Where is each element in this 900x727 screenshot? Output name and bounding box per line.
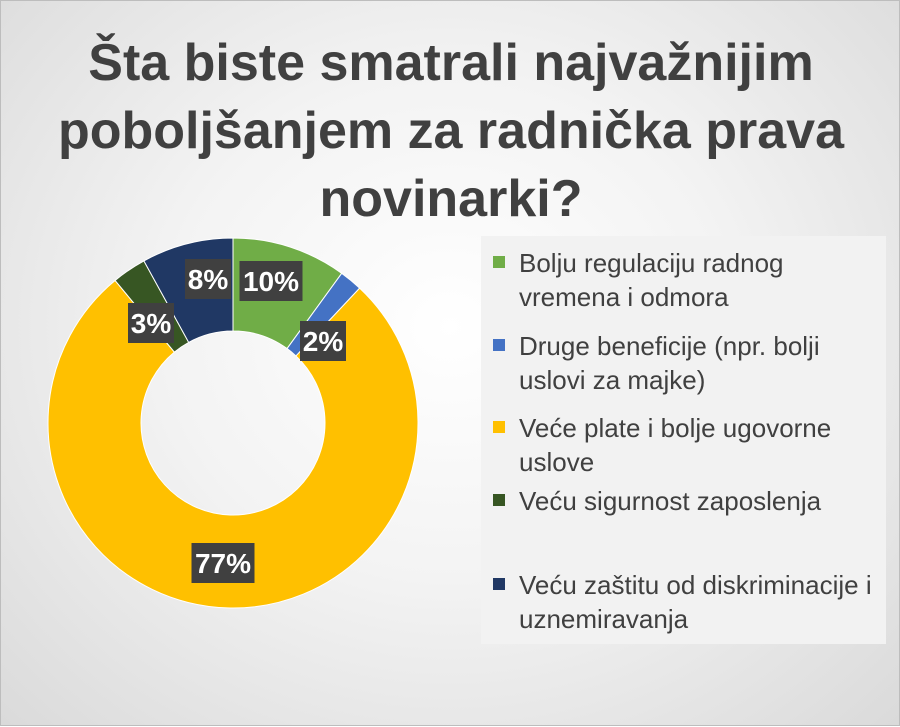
legend-label-4: Veću zaštitu od diskriminacije i uznemir… (519, 570, 872, 634)
legend-swatch-2 (493, 421, 505, 433)
data-label-3: 3% (128, 303, 174, 343)
legend-swatch-3 (493, 494, 505, 506)
data-label-1: 2% (300, 321, 346, 361)
legend: Bolju regulaciju radnog vremena i odmora… (481, 236, 886, 644)
data-label-text-2: 77% (195, 548, 251, 579)
data-label-box-0 (239, 261, 303, 301)
legend-item-3: Veću sigurnost zaposlenja (493, 484, 878, 518)
data-label-box-3 (128, 303, 174, 343)
legend-label-1: Druge beneficije (npr. bolji uslovi za m… (519, 331, 820, 395)
data-label-text-4: 8% (188, 264, 229, 295)
legend-label-3: Veću sigurnost zaposlenja (519, 486, 822, 516)
legend-label-0: Bolju regulaciju radnog vremena i odmora (519, 248, 784, 312)
chart-title: Šta biste smatrali najvažnijim poboljšan… (57, 34, 845, 228)
data-label-0: 10% (239, 261, 303, 301)
legend-swatch-0 (493, 256, 505, 268)
data-label-4: 8% (185, 259, 231, 299)
legend-swatch-1 (493, 339, 505, 351)
legend-item-4: Veću zaštitu od diskriminacije i uznemir… (493, 568, 878, 636)
data-label-text-1: 2% (303, 326, 344, 357)
data-label-2: 77% (191, 543, 255, 583)
legend-item-0: Bolju regulaciju radnog vremena i odmora (493, 246, 878, 314)
data-label-text-0: 10% (243, 266, 299, 297)
donut-slice-2 (47, 279, 419, 609)
legend-swatch-4 (493, 578, 505, 590)
data-label-box-2 (191, 543, 255, 583)
legend-label-2: Veće plate i bolje ugovorne uslove (519, 413, 832, 477)
data-label-box-1 (300, 321, 346, 361)
legend-item-1: Druge beneficije (npr. bolji uslovi za m… (493, 329, 878, 397)
data-label-box-4 (185, 259, 231, 299)
data-label-text-3: 3% (131, 308, 172, 339)
legend-item-2: Veće plate i bolje ugovorne uslove (493, 411, 878, 479)
